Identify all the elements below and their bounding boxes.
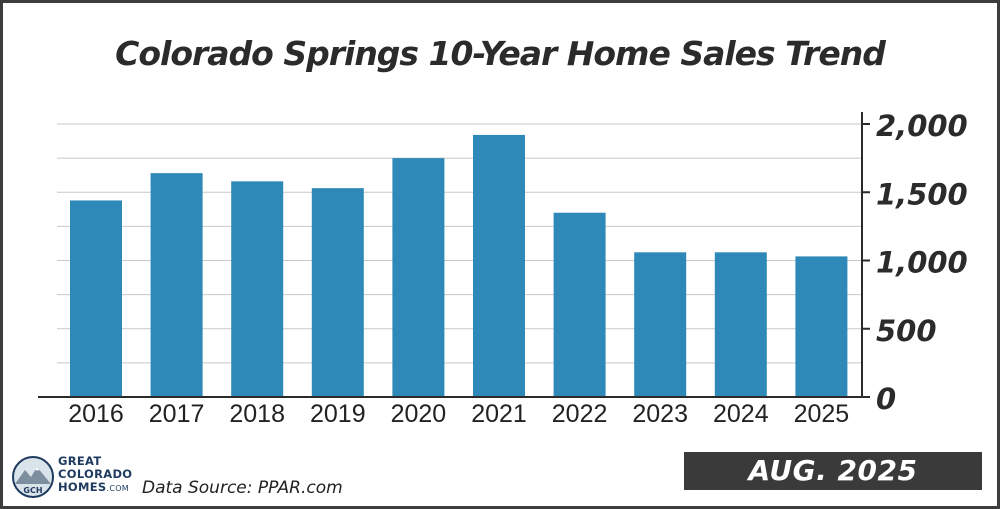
brand-line-3: HOMES.COM xyxy=(58,480,130,494)
bar-2022 xyxy=(553,212,606,397)
y-tick-label: 1,000 xyxy=(876,246,968,280)
brand-name: GREAT COLORADO HOMES.COM xyxy=(58,455,132,495)
bar-2016 xyxy=(70,200,122,397)
bar-2019 xyxy=(311,188,364,397)
x-tick-label: 2024 xyxy=(713,400,769,428)
bar-2018 xyxy=(231,181,284,397)
bar-2024 xyxy=(714,252,767,397)
y-tick-label: 2,000 xyxy=(876,109,968,143)
x-tick-label: 2021 xyxy=(471,400,527,428)
x-tick-label: 2020 xyxy=(391,400,447,428)
x-tick-label: 2016 xyxy=(68,400,124,428)
x-tick-label: 2017 xyxy=(149,400,205,428)
y-tick-label: 0 xyxy=(876,382,896,416)
y-tick-label: 1,500 xyxy=(876,177,968,211)
y-tick-label: 500 xyxy=(876,314,937,348)
date-badge: AUG. 2025 xyxy=(684,452,982,490)
logo-text: GCH xyxy=(23,486,42,495)
x-tick-label: 2022 xyxy=(552,400,608,428)
bar-2020 xyxy=(392,158,445,397)
bar-2017 xyxy=(150,173,203,397)
bar-2021 xyxy=(473,134,525,398)
x-tick-label: 2025 xyxy=(794,400,850,428)
brand-suffix: .COM xyxy=(106,484,130,493)
bar-2025 xyxy=(795,256,848,397)
chart-title: Colorado Springs 10-Year Home Sales Tren… xyxy=(115,34,886,73)
x-tick-label: 2023 xyxy=(632,400,688,428)
brand-logo-icon: GCH xyxy=(12,456,54,498)
brand-line-1: GREAT xyxy=(58,454,102,468)
x-tick-label: 2019 xyxy=(310,400,366,428)
data-source: Data Source: PPAR.com xyxy=(142,478,343,498)
bar-2023 xyxy=(634,252,687,397)
x-tick-label: 2018 xyxy=(229,400,285,428)
brand-line-2: COLORADO xyxy=(58,467,133,481)
